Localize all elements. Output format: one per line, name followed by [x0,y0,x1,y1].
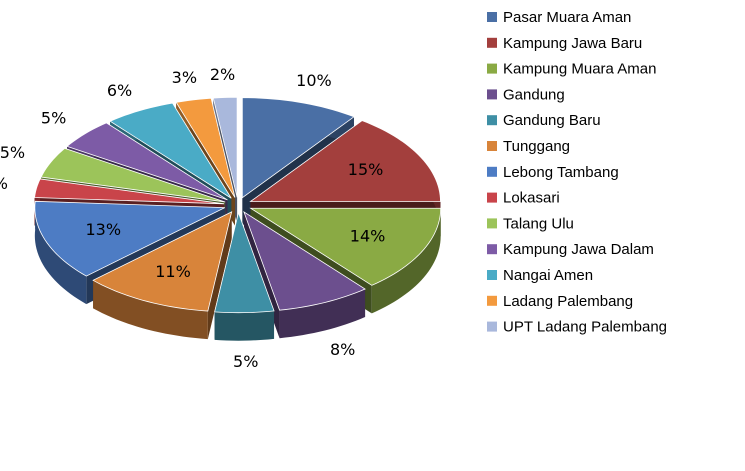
legend-label: Talang Ulu [503,215,574,232]
slice-wall [207,211,232,340]
legend-swatch [487,141,497,151]
slice-top [249,207,442,286]
slice-top [40,147,226,203]
legend-swatch [487,270,497,280]
data-label: 5% [0,143,25,162]
legend-swatch [487,166,497,177]
slice-top [34,200,226,277]
legend-label: Ladang Palembang [503,293,633,310]
legend-label: Lebong Tambang [503,164,619,181]
data-label: 6% [107,81,132,100]
data-label: 8% [330,340,355,359]
legend-label: Kampung Jawa Baru [503,35,642,52]
legend-label: Kampung Jawa Dalam [503,241,654,258]
slice-top [66,122,228,201]
legend-swatch [487,218,497,229]
data-label: 5% [41,109,66,128]
data-label: 3% [0,174,8,193]
slice-top [249,120,441,202]
legend-label: Gandung Baru [503,112,601,129]
data-label: 10% [296,71,332,90]
slice-top [212,96,238,198]
slice-top [34,178,225,205]
data-label: 3% [172,68,197,87]
slice-top [92,211,233,312]
slice [92,211,233,340]
legend-swatch [487,115,497,126]
legend-label: Lokasari [503,190,560,207]
data-label: 2% [210,65,235,84]
legend-swatch [487,63,497,74]
data-label: 15% [348,160,384,179]
slice-top [241,97,355,199]
slice-side [93,280,208,340]
legend-swatch [487,192,497,203]
legend-swatch [487,12,497,22]
slice-top [214,211,275,314]
legend-label: Nangai Amen [503,267,593,284]
legend-label: Kampung Muara Aman [503,61,656,78]
legend-swatch [487,244,497,255]
slice-side [371,208,441,314]
legend-label: Gandung [503,86,565,103]
data-label: 5% [233,352,258,371]
legend-swatch [487,89,497,100]
slice-side [279,289,366,339]
slice-side [34,201,87,305]
slice-side [214,310,275,341]
slice-top [175,97,236,198]
data-label: 11% [155,262,191,281]
legend-swatch [487,321,497,332]
slice-top [109,102,232,199]
legend-swatch [487,295,497,306]
legend-label: Pasar Muara Aman [503,9,631,26]
legend-label: UPT Ladang Palembang [503,319,667,336]
legend-swatch [487,37,497,48]
slice [214,211,275,341]
legend-label: Tunggang [503,138,570,155]
data-label: 13% [85,220,121,239]
data-label: 14% [350,227,386,246]
slice-top [243,210,366,311]
